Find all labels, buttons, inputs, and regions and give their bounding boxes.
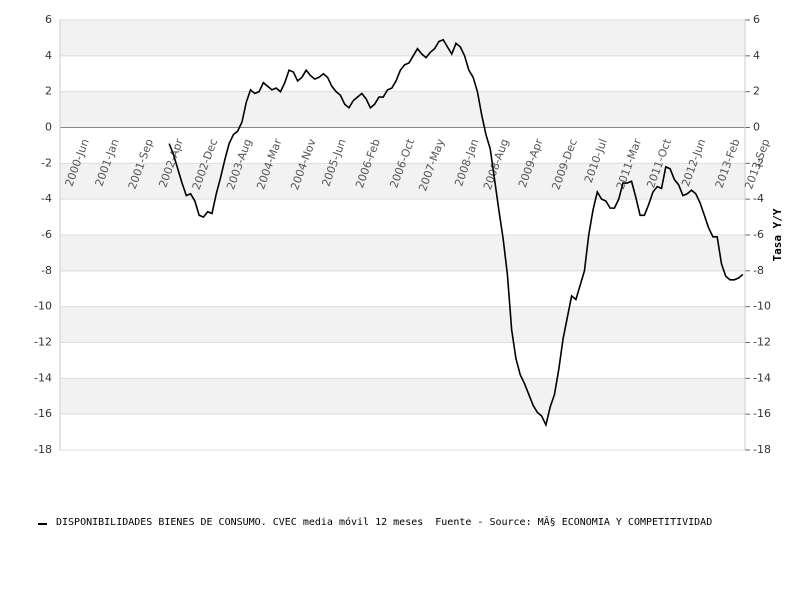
y-tick-label: -10 xyxy=(34,300,52,313)
band xyxy=(60,235,745,271)
y2-tick-label: -10 xyxy=(753,300,771,313)
y2-tick-label: -12 xyxy=(753,336,771,349)
legend-label: DISPONIBILIDADES BIENES DE CONSUMO. CVEC… xyxy=(56,516,423,528)
y2-tick-label: -18 xyxy=(753,443,771,456)
y2-tick-label: 6 xyxy=(753,13,760,26)
band xyxy=(60,378,745,415)
y-tick-label: 6 xyxy=(45,13,52,26)
y2-tick-label: 2 xyxy=(753,85,760,98)
y-tick-label: 2 xyxy=(45,85,52,98)
y-tick-label: -16 xyxy=(34,407,52,420)
y-tick-label: 4 xyxy=(45,49,52,62)
y-tick-label: -14 xyxy=(34,371,52,384)
y-tick-label: 0 xyxy=(45,121,52,134)
y2-tick-label: -2 xyxy=(753,156,764,169)
y2-tick-label: -8 xyxy=(753,264,764,277)
y2-axis-label: Tasa Y/Y xyxy=(771,208,784,261)
y-tick-label: -4 xyxy=(41,192,52,205)
y-tick-label: -6 xyxy=(41,228,52,241)
series-line xyxy=(168,38,744,428)
source-note: Fuente - Source: MÂ§ ECONOMIA Y COMPETIT… xyxy=(435,515,712,528)
band xyxy=(60,91,745,128)
y2-tick-label: -6 xyxy=(753,228,764,241)
y-tick-label: -12 xyxy=(34,336,52,349)
y-tick-label: -18 xyxy=(34,443,52,456)
bands xyxy=(60,20,745,415)
y-tick-label: -8 xyxy=(41,264,52,277)
band xyxy=(60,20,745,56)
y2-tick-label: -16 xyxy=(753,407,771,420)
y2-tick-label: 0 xyxy=(753,121,760,134)
y-tick-label: -2 xyxy=(41,156,52,169)
y2-tick-label: 4 xyxy=(753,49,760,62)
y2-tick-label: -14 xyxy=(753,371,771,384)
y2-tick-label: -4 xyxy=(753,192,764,205)
band xyxy=(60,306,745,343)
